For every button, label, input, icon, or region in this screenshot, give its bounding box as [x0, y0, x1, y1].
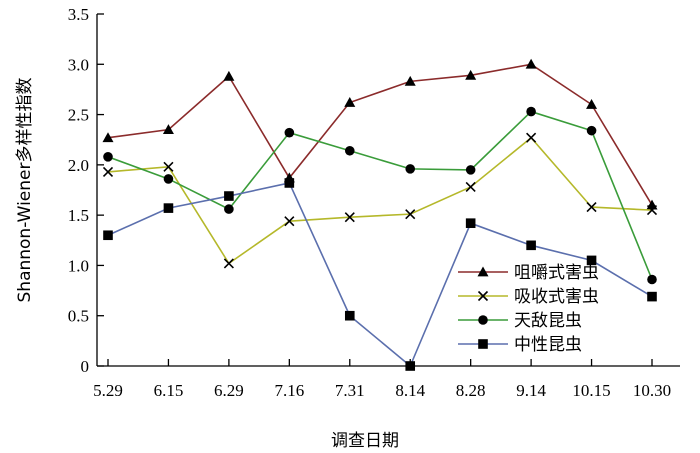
data-point	[284, 127, 295, 138]
legend-marker	[478, 339, 488, 349]
series-line	[107, 110, 653, 280]
series-line	[107, 182, 653, 368]
y-axis-title: Shannon-Wiener多样性指数	[15, 78, 35, 303]
data-point	[647, 274, 657, 285]
data-point	[526, 106, 536, 117]
data-point	[102, 166, 114, 177]
y-tick-label: 2.0	[68, 156, 89, 175]
data-point	[102, 132, 114, 143]
data-point	[586, 125, 597, 136]
legend-item: 吸收式害虫	[458, 287, 599, 307]
x-tick-label: 5.29	[93, 381, 123, 400]
x-tick-label: 7.16	[274, 381, 304, 400]
y-tick-label: 1.0	[68, 256, 89, 275]
x-tick-label: 8.14	[395, 381, 425, 400]
series-line	[107, 136, 653, 265]
series-3	[103, 106, 657, 285]
data-point	[646, 199, 658, 210]
series-line	[107, 63, 653, 206]
data-point	[586, 202, 597, 213]
data-point	[223, 70, 235, 81]
y-tick-label: 3.5	[68, 5, 89, 24]
data-point	[103, 152, 113, 162]
data-point	[344, 145, 355, 156]
legend-item: 天敌昆虫	[458, 311, 582, 331]
x-tick-label: 9.14	[516, 381, 546, 400]
series-2	[102, 132, 658, 269]
legend-item: 中性昆虫	[458, 335, 582, 355]
data-point	[344, 310, 355, 321]
series-layer	[102, 58, 658, 371]
data-point	[647, 291, 657, 302]
x-tick-label: 7.31	[335, 381, 365, 400]
legend-marker	[478, 315, 488, 325]
data-point	[526, 240, 536, 251]
data-point	[405, 361, 416, 371]
series-4	[103, 178, 657, 371]
data-point	[405, 209, 416, 220]
data-point	[465, 165, 476, 175]
legend-label: 中性昆虫	[514, 335, 582, 355]
y-tick-label: 3.0	[68, 55, 89, 74]
data-point	[465, 181, 476, 193]
y-tick-label: 1.5	[68, 206, 89, 225]
data-point	[162, 124, 174, 135]
x-tick-label: 6.15	[154, 381, 184, 400]
legend-label: 咀嚼式害虫	[514, 263, 599, 283]
x-tick-label: 10.30	[633, 381, 671, 400]
data-point	[163, 203, 174, 213]
data-point	[586, 255, 597, 266]
data-point	[163, 161, 174, 172]
x-tick-label: 8.28	[456, 381, 486, 400]
data-point	[405, 164, 416, 174]
data-point	[163, 174, 174, 184]
legend-item: 咀嚼式害虫	[458, 263, 599, 283]
legend-marker	[477, 290, 489, 302]
data-point	[526, 132, 537, 143]
data-point	[284, 178, 295, 188]
data-point	[525, 58, 537, 69]
data-point	[284, 216, 295, 227]
x-axis-title: 调查日期	[331, 431, 399, 451]
x-tick-label: 10.15	[572, 381, 610, 400]
y-tick-label: 0.5	[68, 307, 89, 326]
data-point	[465, 218, 476, 228]
data-point	[344, 97, 356, 107]
y-tick-label: 2.5	[68, 106, 89, 125]
y-tick-label: 0	[81, 357, 90, 376]
legend-marker	[477, 266, 489, 277]
data-point	[223, 258, 234, 269]
data-point	[465, 69, 477, 80]
data-point	[103, 230, 113, 241]
x-tick-label: 6.29	[214, 381, 244, 400]
data-point	[586, 99, 598, 109]
data-point	[224, 204, 234, 214]
data-point	[646, 205, 658, 216]
data-point	[344, 212, 355, 223]
data-point	[404, 75, 416, 86]
legend-label: 吸收式害虫	[514, 287, 599, 307]
data-point	[224, 191, 234, 201]
legend-label: 天敌昆虫	[514, 311, 582, 331]
axes: 0 0.5 1.0 1.5 2.0 2.5 3.0 3.5 5.29 6.15 6.29 7.16 7.…	[68, 5, 680, 400]
